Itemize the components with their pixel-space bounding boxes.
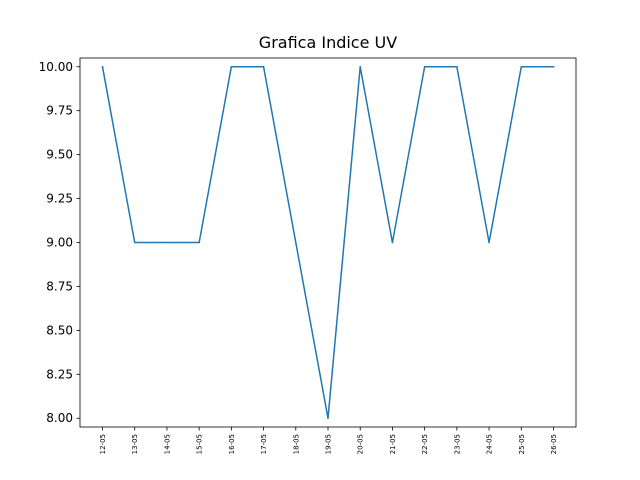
y-tick-label: 8.25	[46, 367, 73, 381]
y-tick-label: 9.75	[46, 104, 73, 118]
data-point	[488, 241, 490, 244]
x-tick-label: 17-05	[260, 434, 268, 454]
chart-title: Grafica Indice UV	[259, 33, 397, 52]
x-tick-label: 15-05	[196, 434, 204, 454]
x-tick-label: 18-05	[292, 434, 300, 454]
data-point	[295, 241, 297, 244]
data-point	[133, 241, 136, 244]
data-point	[423, 66, 426, 68]
x-tick-label: 14-05	[163, 434, 171, 454]
x-tick-label: 21-05	[389, 434, 397, 454]
x-axis: 12-05 13-05 14-05 15-05 16-05 17-05 18-05 19-05…	[99, 427, 558, 454]
x-tick-label: 22-05	[421, 434, 429, 454]
x-tick-label: 24-05	[486, 434, 494, 454]
y-tick-label: 8.00	[46, 411, 73, 425]
y-tick-label: 9.25	[46, 192, 73, 206]
data-point	[262, 66, 265, 68]
x-tick-label: 25-05	[518, 434, 526, 454]
data-point	[327, 417, 329, 419]
data-point	[101, 66, 104, 68]
y-tick-label: 8.50	[46, 323, 73, 337]
x-tick-label: 19-05	[325, 434, 333, 454]
data-point	[198, 241, 200, 244]
x-tick-label: 20-05	[357, 434, 365, 454]
data-point	[520, 66, 523, 68]
x-tick-label: 26-05	[550, 434, 558, 454]
data-point	[166, 241, 168, 244]
y-tick-label: 9.50	[46, 148, 73, 162]
series-line-uv-index	[101, 65, 555, 419]
y-tick-label: 9.00	[46, 236, 73, 250]
x-tick-label: 23-05	[453, 434, 461, 454]
data-point	[230, 66, 233, 68]
y-tick-label: 8.75	[46, 279, 73, 293]
y-tick-label: 10.00	[39, 60, 73, 74]
y-axis: 8.00 8.25 8.50 8.75 9.00 9.25 9.50 9.75 10.00	[39, 60, 80, 425]
data-point	[456, 66, 458, 68]
data-point	[359, 66, 361, 68]
data-point	[552, 66, 555, 68]
data-point	[391, 241, 394, 244]
x-tick-label: 13-05	[131, 434, 139, 454]
x-tick-label: 12-05	[99, 434, 107, 454]
x-tick-label: 16-05	[228, 434, 236, 454]
